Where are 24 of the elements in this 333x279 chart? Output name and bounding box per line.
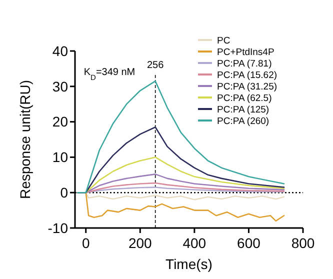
annotation: K$_{D}$=349 nM: [84, 67, 136, 82]
line-series: [77, 80, 285, 194]
legend-label: PC: [217, 35, 230, 46]
y-tick-label: 0: [60, 184, 68, 200]
y-axis-title: Response unit(RU): [17, 80, 33, 200]
legend-label: PC:PA (15.62): [217, 70, 278, 81]
y-tick-label: 30: [52, 78, 68, 94]
ref-line-label: 256: [147, 60, 164, 71]
x-tick-label: 0: [82, 235, 90, 251]
y-tick-label: -10: [48, 220, 68, 236]
legend-label: PC:PA (260): [217, 116, 270, 127]
legend-label: PC:PA (125): [217, 104, 270, 116]
legend-label: PC:PA (7.81): [217, 58, 272, 70]
legend-label: PC:PA (62.5): [217, 92, 272, 104]
legend-label: PC:PA (31.25): [217, 81, 278, 92]
x-tick-label: 800: [291, 235, 315, 251]
y-tick-label: 20: [52, 114, 68, 130]
y-tick-label: 10: [52, 149, 68, 166]
x-tick-label: 600: [237, 235, 261, 251]
y-tick-label: 40: [52, 42, 68, 59]
legend-label: PC+PtdIns4P: [217, 46, 274, 58]
x-tick-label: 400: [182, 235, 206, 251]
x-axis-title: Time(s): [166, 256, 212, 272]
x-tick-label: 200: [128, 235, 152, 251]
